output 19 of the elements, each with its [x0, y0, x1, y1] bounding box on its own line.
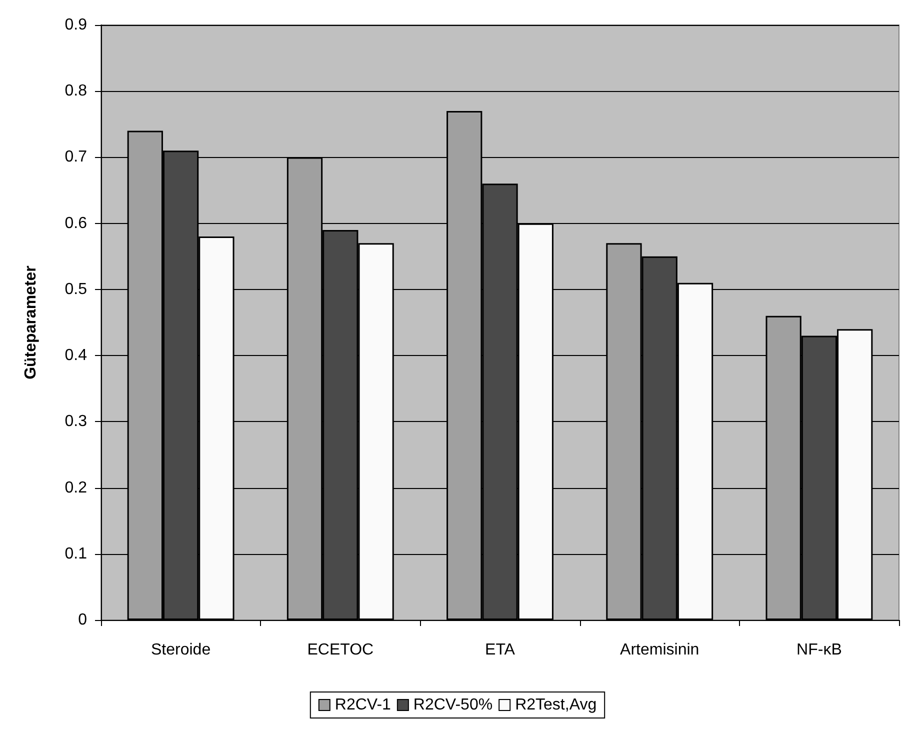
legend-label: R2CV-50% — [413, 696, 493, 714]
y-tick-label: 0.1 — [64, 545, 88, 562]
y-tick-label: 0.4 — [64, 347, 88, 364]
x-tick-label: ETA — [485, 642, 516, 658]
legend-label: R2CV-1 — [334, 696, 392, 714]
x-tick-label: ECETOC — [307, 642, 374, 658]
y-tick-label: 0.3 — [64, 413, 88, 430]
legend-label: R2Test,Avg — [515, 696, 597, 714]
y-tick-label: 0.9 — [64, 16, 88, 34]
y-tick-label: 0 — [78, 612, 88, 628]
y-tick-label: 0.7 — [64, 148, 88, 166]
y-tick-label: 0.5 — [64, 280, 88, 298]
y-tick-label: 0.8 — [64, 82, 88, 100]
y-axis-title: Güteparameter — [22, 266, 40, 380]
x-tick-label: Artemisinin — [620, 642, 700, 658]
y-tick-label: 0.6 — [64, 214, 88, 232]
y-tick-label: 0.2 — [64, 479, 88, 496]
x-tick-label: NF-κB — [796, 642, 842, 658]
x-tick-label: Steroide — [151, 642, 211, 658]
